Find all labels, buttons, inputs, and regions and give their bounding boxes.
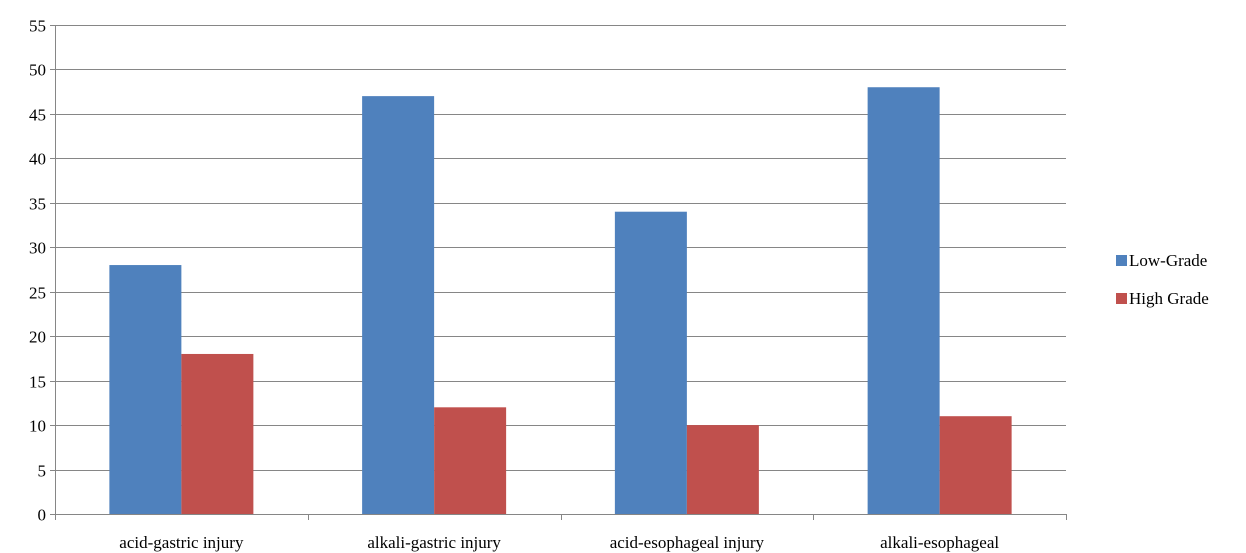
x-tick-label: alkali-gastric injury	[367, 533, 501, 552]
y-tick-label: 30	[29, 239, 46, 258]
bar-high-grade-4	[939, 416, 1012, 514]
y-tick-label: 20	[29, 328, 46, 347]
legend-swatch-low-grade	[1116, 255, 1127, 266]
x-axis-tick-labels: acid-gastric injury alkali-gastric injury…	[55, 514, 1067, 552]
x-tick-label: acid-gastric injury	[119, 533, 244, 552]
y-tick-label: 35	[29, 195, 46, 214]
bar-high-grade-3	[686, 425, 759, 514]
bar-low-grade-3	[614, 211, 687, 514]
y-tick-label: 55	[29, 17, 46, 36]
legend-label: Low-Grade	[1129, 251, 1207, 270]
y-tick-label: 15	[29, 373, 46, 392]
y-tick-label: 10	[29, 417, 46, 436]
bar-high-grade-2	[434, 407, 507, 514]
y-tick-label: 25	[29, 284, 46, 303]
y-tick-label: 40	[29, 150, 46, 169]
x-tick-label: acid-esophageal injury	[610, 533, 765, 552]
legend-label: High Grade	[1129, 289, 1209, 308]
y-tick-label: 45	[29, 106, 46, 125]
x-tick-label: alkali-esophageal	[880, 533, 999, 552]
bar-low-grade-2	[362, 96, 435, 515]
bar-low-grade-4	[867, 87, 940, 515]
bars	[109, 87, 1012, 515]
bar-high-grade-1	[181, 353, 254, 514]
y-tick-label: 0	[38, 506, 47, 525]
y-axis-tick-labels: 0 5 10 15 20 25 30 35 40 45 50 55	[29, 17, 55, 525]
y-tick-label: 50	[29, 61, 46, 80]
y-tick-label: 5	[38, 462, 47, 481]
legend: Low-Grade High Grade	[1116, 251, 1209, 308]
bar-low-grade-1	[109, 265, 182, 514]
legend-swatch-high-grade	[1116, 293, 1127, 304]
axes	[55, 25, 1066, 515]
